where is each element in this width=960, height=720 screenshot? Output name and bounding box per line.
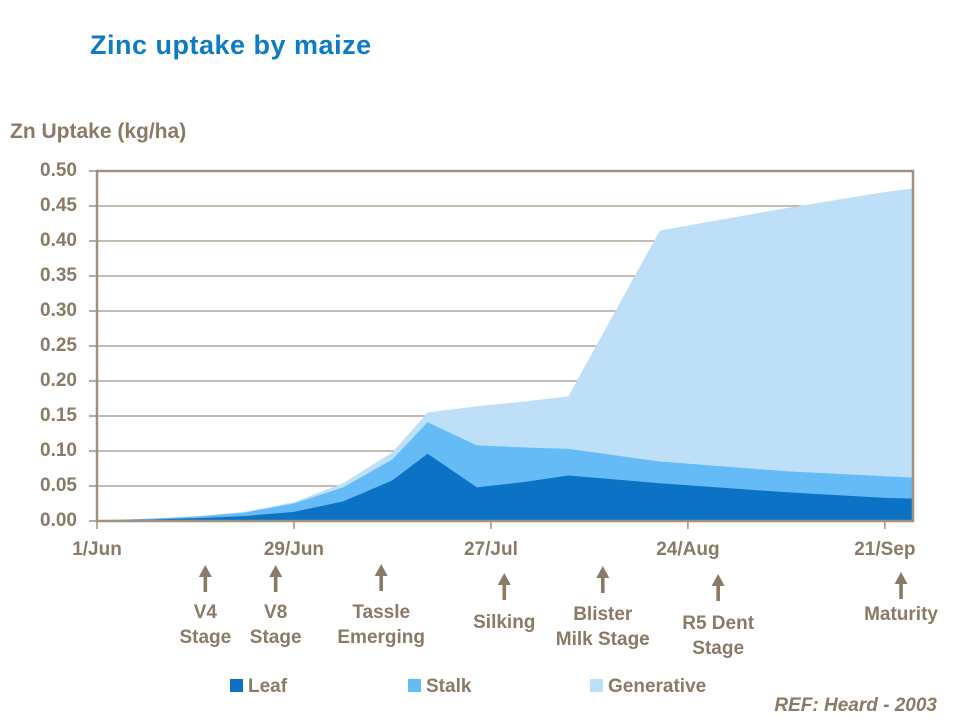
growth-stage-label: V4 Stage (179, 602, 232, 648)
legend-label: Leaf (248, 676, 288, 697)
y-tick-label: 0.05 (40, 475, 77, 496)
growth-stage-label: Blister Milk Stage (555, 604, 650, 650)
stage-arrow-shaft (203, 575, 208, 592)
stage-arrow-icon (596, 566, 610, 578)
y-tick-label: 0.10 (40, 440, 77, 461)
slide-title: Zinc uptake by maize (90, 30, 372, 60)
x-tick-label: 29/Jun (263, 539, 325, 560)
growth-stage-label: Tassle Emerging (337, 602, 425, 648)
stage-arrow-icon (894, 572, 908, 584)
stage-arrow-shaft (273, 575, 278, 592)
stage-arrow-shaft (600, 576, 605, 593)
x-tick-label: 24/Aug (656, 539, 720, 560)
y-tick-label: 0.50 (40, 160, 77, 181)
legend-label: Stalk (426, 676, 472, 697)
legend-swatch-icon (590, 679, 603, 692)
growth-stage-label: Silking (473, 612, 536, 633)
stage-arrow-icon (374, 564, 388, 576)
y-tick-label: 0.15 (40, 405, 77, 426)
y-tick-label: 0.30 (40, 300, 77, 321)
stage-arrow-icon (198, 565, 212, 577)
stage-arrow-icon (269, 565, 283, 577)
legend-swatch-icon (408, 679, 421, 692)
stage-arrow-shaft (716, 584, 720, 601)
stage-arrow-shaft (379, 574, 383, 591)
growth-stage-label: R5 Dent Stage (682, 613, 755, 659)
y-tick-label: 0.45 (40, 195, 77, 216)
y-tick-label: 0.25 (40, 335, 77, 356)
reference-citation: REF: Heard - 2003 (774, 695, 937, 716)
growth-stage-label: Maturity (864, 604, 938, 625)
legend-swatch-icon (230, 679, 243, 692)
stage-arrow-shaft (899, 582, 903, 599)
x-tick-label: 27/Jul (463, 539, 518, 560)
y-axis-title: Zn Uptake (kg/ha) (10, 120, 187, 143)
y-tick-label: 0.35 (40, 265, 77, 286)
y-tick-label: 0.40 (40, 230, 77, 251)
legend-label: Generative (608, 676, 707, 697)
x-tick-label: 21/Sep (854, 539, 916, 560)
area-generative (97, 188, 913, 521)
y-tick-label: 0.20 (40, 370, 77, 391)
stage-arrow-icon (711, 574, 725, 586)
growth-stage-label: V8 Stage (249, 602, 302, 648)
stage-arrow-icon (497, 573, 511, 585)
x-tick-label: 1/Jun (72, 539, 122, 560)
stage-arrow-shaft (502, 583, 507, 600)
area-leaf (97, 453, 913, 521)
y-tick-label: 0.00 (40, 510, 77, 531)
